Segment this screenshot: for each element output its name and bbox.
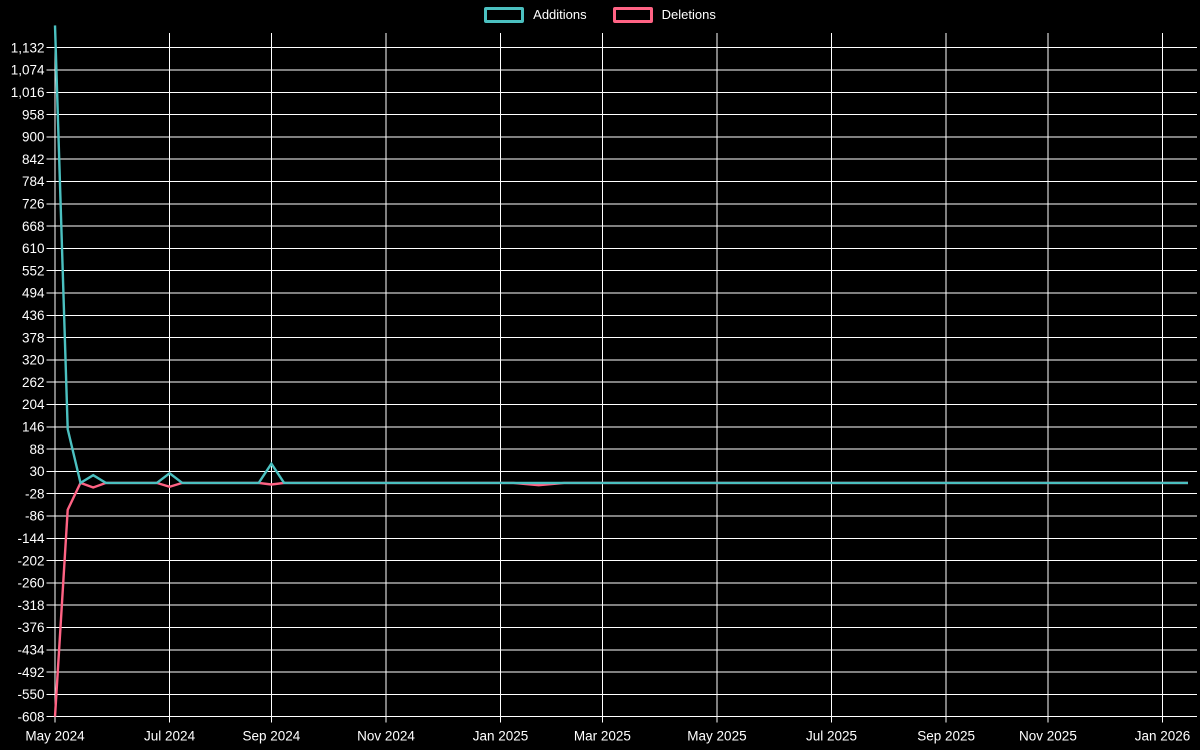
y-tick-label: 30 — [29, 464, 44, 479]
vertical-gridlines — [54, 33, 1164, 723]
y-tick-label: 668 — [22, 219, 45, 234]
y-tick-label: -28 — [25, 486, 45, 501]
legend-label-deletions: Deletions — [661, 7, 716, 22]
y-tick-label: 494 — [22, 286, 45, 301]
x-tick-label: Nov 2025 — [1019, 729, 1077, 744]
y-tick-label: 204 — [22, 397, 45, 412]
deletions-line — [53, 481, 1188, 717]
y-tick-label: -608 — [17, 709, 44, 724]
x-tick-label: May 2024 — [25, 729, 85, 744]
legend-label-additions: Additions — [533, 7, 587, 22]
horizontal-gridlines — [46, 47, 1197, 718]
y-tick-label: -86 — [25, 509, 45, 524]
x-tick-label: Sep 2024 — [243, 729, 301, 744]
y-tick-label: 610 — [22, 241, 45, 256]
y-tick-label: -376 — [17, 620, 44, 635]
y-tick-label: 900 — [22, 130, 45, 145]
x-tick-label: Sep 2025 — [917, 729, 975, 744]
x-tick-label: May 2025 — [687, 729, 746, 744]
y-axis-tick-labels: 1,132 1,074 1,016 958 900 842 784 726 668 610 552 4… — [11, 40, 45, 724]
y-tick-label: 378 — [22, 330, 45, 345]
y-tick-label: 726 — [22, 197, 45, 212]
y-tick-label: -550 — [17, 687, 44, 702]
chart-legend: Additions Deletions — [0, 7, 1200, 23]
legend-item-additions[interactable]: Additions — [484, 7, 587, 23]
y-tick-label: -202 — [17, 553, 44, 568]
y-tick-label: -260 — [17, 576, 44, 591]
x-tick-label: Jul 2025 — [806, 729, 857, 744]
x-tick-label: Mar 2025 — [574, 729, 631, 744]
y-tick-label: 1,016 — [11, 85, 45, 100]
y-tick-label: 436 — [22, 308, 45, 323]
legend-item-deletions[interactable]: Deletions — [612, 7, 716, 23]
x-axis-tick-labels: May 2024 Jul 2024 Sep 2024 Nov 2024 Jan 2025… — [25, 729, 1190, 744]
y-tick-label: 1,132 — [11, 40, 45, 55]
x-tick-label: Nov 2024 — [357, 729, 415, 744]
y-tick-label: 784 — [22, 174, 45, 189]
y-tick-label: 1,074 — [11, 63, 45, 78]
x-tick-label: Jan 2025 — [473, 729, 529, 744]
y-tick-label: 88 — [29, 442, 44, 457]
x-tick-label: Jan 2026 — [1135, 729, 1191, 744]
deletions-swatch — [612, 7, 653, 23]
y-tick-label: -492 — [17, 665, 44, 680]
y-tick-label: -144 — [17, 531, 45, 546]
y-tick-label: 552 — [22, 263, 45, 278]
y-tick-label: -318 — [17, 598, 44, 613]
additions-line — [53, 25, 1188, 485]
y-tick-label: 842 — [22, 152, 45, 167]
y-tick-label: 320 — [22, 353, 45, 368]
y-tick-label: 958 — [22, 107, 45, 122]
y-tick-label: -434 — [17, 643, 45, 658]
y-tick-label: 262 — [22, 375, 45, 390]
x-tick-label: Jul 2024 — [144, 729, 196, 744]
y-tick-label: 146 — [22, 420, 45, 435]
additions-swatch — [484, 7, 525, 23]
